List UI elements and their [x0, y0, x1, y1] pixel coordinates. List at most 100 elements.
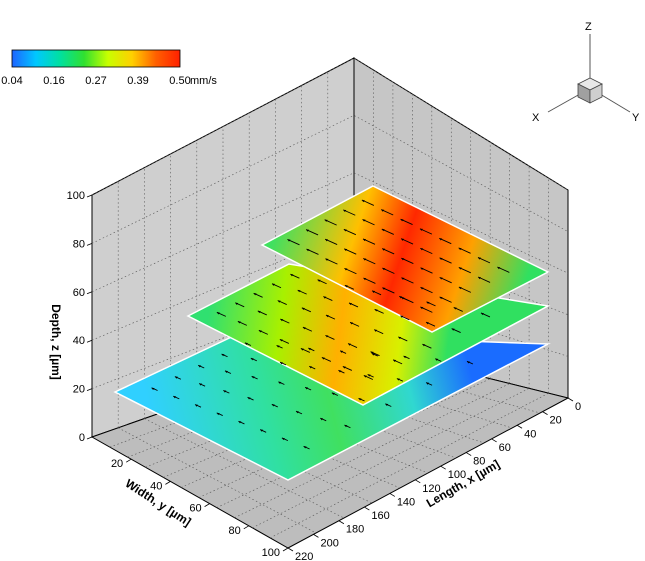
velocity-arrowhead [306, 229, 310, 232]
velocity-arrowhead [478, 277, 482, 280]
velocity-arrowhead [272, 283, 275, 286]
colorbar [11, 49, 181, 68]
x-tick-label: 220 [295, 551, 313, 561]
velocity-arrowhead [382, 248, 386, 251]
velocity-arrowhead [325, 258, 329, 261]
x-tick-label: 0 [575, 401, 581, 413]
velocity-arrowhead [361, 200, 365, 203]
velocity-arrowhead [403, 356, 407, 359]
velocity-arrowhead [372, 290, 376, 293]
x-tick-label: 200 [320, 537, 338, 549]
velocity-arrowhead [216, 312, 220, 315]
velocity-arrowhead [325, 315, 329, 318]
velocity-arrowhead [321, 357, 325, 360]
velocity-arrowhead [374, 309, 378, 312]
slice-top [260, 185, 550, 333]
velocity-arrowhead [305, 387, 309, 390]
z-tick-label: 60 [73, 287, 85, 299]
velocity-arrowhead [251, 376, 255, 379]
colorbar-tick-label: 0.50 [169, 75, 190, 87]
velocity-arrowhead [453, 307, 457, 310]
velocity-arrowhead [367, 374, 371, 377]
velocity-arrowhead [477, 257, 481, 260]
velocity-arrowhead [480, 312, 484, 316]
velocity-arrowhead [287, 239, 291, 242]
velocity-arrowhead [398, 336, 402, 340]
velocity-arrowhead [173, 396, 177, 399]
velocity-arrowhead [420, 248, 424, 251]
velocity-arrowhead [257, 310, 261, 314]
velocity-arrowhead [382, 287, 386, 290]
velocity-arrowhead [338, 370, 342, 373]
velocity-arrowhead [420, 287, 424, 290]
velocity-arrowhead [439, 257, 443, 261]
z-tick-label: 40 [73, 335, 85, 347]
colorbar-tick-label: 0.39 [127, 75, 148, 87]
triad-z-label: Z [585, 21, 592, 33]
x-tick-label: 180 [346, 524, 364, 536]
velocity-arrowhead [235, 302, 239, 305]
z-tick-label: 80 [73, 238, 85, 250]
velocity-arrowhead [195, 404, 198, 407]
velocity-arrowhead [280, 362, 283, 365]
y-tick-label: 100 [262, 547, 280, 559]
velocity-arrowhead [435, 358, 439, 361]
velocity-arrowhead [276, 345, 280, 348]
velocity-arrowhead [303, 446, 307, 449]
velocity-arrowhead [260, 429, 264, 432]
velocity-arrowhead [344, 268, 348, 271]
velocity-arrowhead [221, 354, 225, 357]
velocity-vectors [151, 199, 510, 450]
velocity-arrowhead [302, 327, 306, 330]
x-tick-label: 160 [371, 510, 389, 522]
velocity-arrowhead [238, 421, 242, 424]
x-tick-label: 40 [524, 428, 536, 440]
velocity-arrowhead [363, 375, 367, 378]
y-tick-label: 20 [111, 458, 123, 470]
velocity-arrowhead [250, 358, 254, 361]
velocity-arrowhead [451, 328, 455, 331]
velocity-arrowhead [466, 361, 470, 364]
velocity-arrowhead [344, 248, 348, 252]
velocity-arrowhead [296, 411, 299, 414]
colorbar-tick-label: 0.27 [85, 75, 106, 87]
velocity-arrowhead [290, 274, 294, 277]
velocity-arrowhead [374, 329, 378, 332]
velocity-arrowhead [280, 319, 284, 322]
velocity-arrowhead [308, 348, 312, 351]
velocity-arrowhead [349, 302, 352, 306]
velocity-arrowhead [281, 437, 285, 441]
x-tick-label: 120 [422, 483, 440, 495]
z-tick-label: 100 [67, 190, 85, 202]
velocity-arrowhead [323, 296, 327, 299]
velocity-arrowhead [419, 228, 423, 231]
velocity-arrowhead [343, 229, 347, 232]
slice-low [113, 332, 551, 481]
velocity-arrowhead [382, 268, 386, 271]
velocity-arrowhead [224, 370, 228, 373]
velocity-arrowhead [325, 239, 329, 242]
x-tick-label: 140 [397, 496, 415, 508]
velocity-arrowhead [320, 418, 324, 421]
velocity-arrowhead [371, 353, 375, 356]
velocity-arrowhead [401, 297, 405, 300]
velocity-arrowhead [199, 383, 203, 386]
velocity-arrowhead [363, 278, 367, 281]
velocity-arrowhead [458, 267, 462, 270]
y-tick-label: 80 [229, 525, 241, 537]
velocity-arrowhead [216, 412, 220, 416]
velocity-arrowhead [426, 382, 430, 385]
velocity-arrowhead [420, 306, 424, 310]
velocity-arrowhead [247, 397, 251, 400]
velocity-arrowhead [396, 378, 400, 381]
orientation-triad: Z X Y [532, 21, 640, 124]
velocity-arrowhead [324, 219, 328, 222]
velocity-arrowhead [381, 229, 385, 232]
velocity-arrowhead [358, 398, 362, 401]
velocity-arrowhead [350, 322, 354, 325]
colorbar-tick-label: 0.16 [43, 75, 64, 87]
velocity-arrowhead [174, 376, 178, 379]
velocity-arrowhead [439, 296, 443, 300]
velocity-arrowhead [237, 321, 241, 324]
velocity-arrowhead [370, 351, 374, 354]
